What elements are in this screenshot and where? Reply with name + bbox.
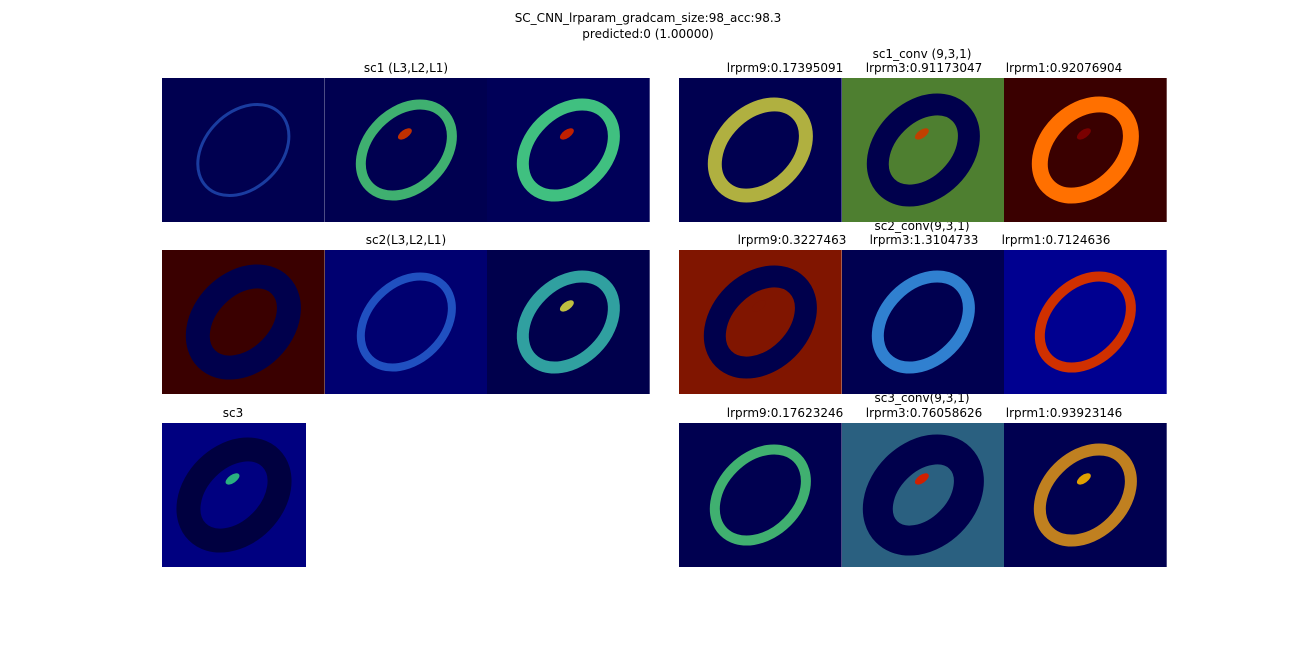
- panel-subtitle: lrprm3:0.91173047: [866, 61, 983, 75]
- heatmap-accent: [397, 128, 412, 140]
- heatmap-tile: [1004, 250, 1167, 394]
- heatmap-ring: [356, 272, 456, 372]
- heatmap-tile: [162, 78, 325, 222]
- heatmap-ring: [703, 265, 817, 379]
- heatmap-ring: [862, 434, 984, 556]
- heatmap-tile: [842, 250, 1005, 394]
- heatmap-ring: [866, 93, 980, 207]
- heatmap-ring: [176, 437, 292, 553]
- heatmap-ring: [1034, 271, 1136, 373]
- panel-subtitle: lrprm9:0.3227463: [738, 233, 847, 247]
- panel-title: sc2(L3,L2,L1): [366, 233, 446, 247]
- panel-subtitle: lrprm9:0.17395091: [727, 61, 844, 75]
- heatmap-ring: [1033, 443, 1137, 547]
- heatmap-ring: [1031, 96, 1139, 204]
- heatmap-ring: [707, 97, 813, 203]
- heatmap-accent: [914, 128, 929, 140]
- panel-title: sc3_conv(9,3,1): [874, 391, 969, 405]
- heatmap-tile: [679, 423, 842, 567]
- heatmap-accent: [234, 300, 249, 312]
- heatmap-ring: [516, 270, 620, 374]
- panel-subtitle: lrprm3:0.76058626: [866, 406, 983, 420]
- panel-subtitle: lrprm3:1.3104733: [870, 233, 979, 247]
- heatmap-tile: [487, 78, 650, 222]
- figure-title: SC_CNN_lrparam_gradcam_size:98_acc:98.3: [515, 11, 782, 25]
- heatmap-accent: [1076, 128, 1091, 140]
- heatmap-accent: [225, 473, 240, 485]
- heatmap-tile: [325, 78, 488, 222]
- heatmap-ring: [709, 444, 811, 546]
- heatmap-accent: [559, 300, 574, 312]
- panel-subtitle: lrprm1:0.92076904: [1006, 61, 1123, 75]
- panel-title: sc2_conv(9,3,1): [874, 219, 969, 233]
- heatmap-accent: [914, 473, 929, 485]
- heatmap-tile: [325, 250, 488, 394]
- panel-subtitle: lrprm1:0.7124636: [1002, 233, 1111, 247]
- heatmap-accent: [751, 300, 766, 312]
- panel-subtitle: lrprm9:0.17623246: [727, 406, 844, 420]
- heatmap-accent: [1076, 473, 1091, 485]
- panel-title: sc1_conv (9,3,1): [873, 47, 972, 61]
- heatmap-ring: [516, 98, 620, 202]
- panel-subtitle: lrprm1:0.93923146: [1006, 406, 1123, 420]
- heatmap-tile: [1004, 423, 1167, 567]
- heatmap-tile: [487, 250, 650, 394]
- figure-subtitle: predicted:0 (1.00000): [582, 27, 713, 41]
- heatmap-accent: [559, 128, 574, 140]
- heatmap-ring: [196, 102, 291, 198]
- panel-title: sc1 (L3,L2,L1): [364, 61, 448, 75]
- heatmap-ring: [871, 270, 975, 374]
- heatmap-ring: [185, 264, 301, 380]
- heatmap-ring: [355, 99, 457, 201]
- panel-title: sc3: [223, 406, 243, 420]
